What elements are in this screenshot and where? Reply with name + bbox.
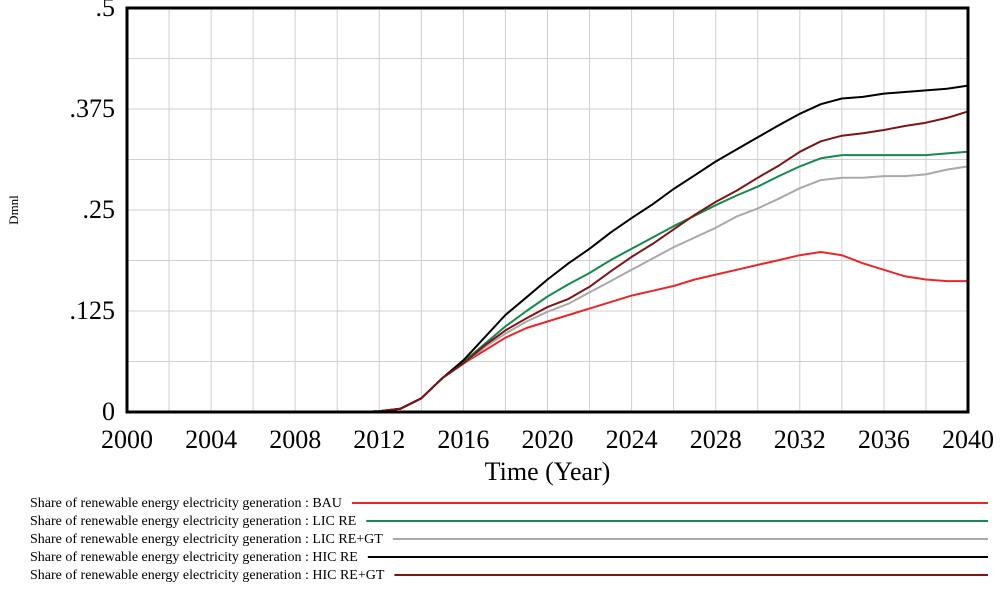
y-tick-label: .375 — [70, 94, 116, 123]
series-line-3 — [148, 165, 969, 413]
legend-label-2: Share of renewable energy electricity ge… — [30, 514, 356, 529]
y-axis-title: Dmnl — [6, 195, 21, 225]
legend-label-4: Share of renewable energy electricity ge… — [30, 550, 358, 565]
series-line-5 — [148, 110, 969, 413]
x-tick-label: 2040 — [942, 425, 994, 454]
y-tick-label: .5 — [96, 0, 116, 22]
series-lines — [148, 84, 969, 413]
legend: Share of renewable energy electricity ge… — [30, 496, 988, 583]
legend-label-3: Share of renewable energy electricity ge… — [30, 532, 383, 547]
y-tick-label: .25 — [83, 195, 116, 224]
y-tick-label: 0 — [102, 397, 115, 426]
x-tick-label: 2012 — [353, 425, 405, 454]
x-tick-label: 2008 — [269, 425, 321, 454]
x-tick-labels: 2000 2004 2008 2012 2016 2020 2024 2028 2032 2036… — [101, 425, 994, 454]
x-tick-label: 2032 — [774, 425, 826, 454]
x-tick-label: 2028 — [690, 425, 742, 454]
x-tick-label: 2020 — [522, 425, 574, 454]
x-tick-label: 2024 — [606, 425, 658, 454]
series-line-1 — [148, 251, 968, 413]
series-line-2 — [148, 150, 969, 413]
legend-label-1: Share of renewable energy electricity ge… — [30, 496, 342, 511]
grid-lines — [127, 8, 968, 412]
x-tick-label: 2016 — [437, 425, 489, 454]
legend-label-5: Share of renewable energy electricity ge… — [30, 568, 385, 583]
y-tick-labels: 0 .125 .25 .375 .5 — [70, 0, 116, 426]
x-tick-label: 2036 — [858, 425, 910, 454]
x-axis-title: Time (Year) — [485, 457, 611, 486]
y-tick-label: .125 — [70, 296, 116, 325]
plot-frame — [125, 6, 970, 414]
x-tick-label: 2000 — [101, 425, 153, 454]
x-tick-label: 2004 — [185, 425, 237, 454]
